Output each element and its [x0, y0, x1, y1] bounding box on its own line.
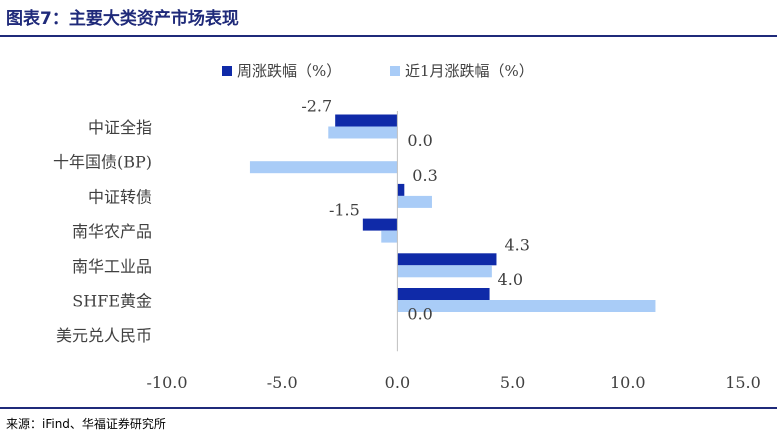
bar-recent-month [397, 195, 432, 208]
legend-label-recent-month: 近1月涨跌幅（%） [405, 62, 534, 80]
x-tick-label: -5.0 [267, 373, 298, 392]
legend-label-weekly: 周涨跌幅（%） [237, 62, 341, 80]
data-label: 4.0 [498, 270, 523, 289]
category-label: SHFE黄金 [72, 292, 152, 311]
figure-title: 图表7：主要大类资产市场表现 [6, 9, 239, 29]
data-label: 4.3 [504, 235, 529, 254]
x-tick-label: 10.0 [610, 373, 646, 392]
bar-recent-month [381, 230, 398, 243]
data-label: -1.5 [329, 201, 360, 220]
category-label: 南华农产品 [72, 222, 152, 241]
data-label: 0.0 [407, 131, 432, 150]
bar-weekly [362, 218, 398, 231]
bar-recent-month [397, 265, 492, 278]
title-rule [0, 35, 777, 37]
data-label: 0.0 [407, 305, 432, 324]
data-label: -2.7 [301, 97, 332, 116]
category-label: 南华工业品 [72, 257, 152, 276]
legend-swatch-recent-month [390, 66, 400, 76]
category-label: 美元兑人民币 [56, 326, 152, 345]
bar-weekly [397, 288, 490, 300]
x-tick-label: -10.0 [146, 373, 187, 392]
x-tick-label: 0.0 [385, 373, 410, 392]
bar-weekly [335, 114, 398, 127]
category-label: 中证全指 [88, 118, 152, 137]
bar-recent-month [328, 126, 398, 139]
bar-weekly [397, 183, 405, 196]
category-label: 中证转债 [88, 187, 152, 206]
footer-rule [0, 407, 777, 409]
legend: 周涨跌幅（%） 近1月涨跌幅（%） [222, 62, 534, 80]
legend-swatch-weekly [222, 66, 232, 76]
source-note: 来源：iFind、华福证券研究所 [6, 417, 166, 431]
bar-recent-month [397, 300, 656, 312]
x-tick-label: 15.0 [725, 373, 761, 392]
plot-area: 中证全指 -2.7 十年国债(BP) 0.0 中证转债 0.3 南华农产品 -1.5 南华工业品… [53, 97, 761, 393]
data-label: 0.3 [412, 166, 437, 185]
bar-recent-month [249, 161, 398, 174]
x-tick-label: 5.0 [500, 373, 525, 392]
category-label: 十年国债(BP) [53, 153, 152, 172]
bar-weekly [397, 253, 497, 266]
